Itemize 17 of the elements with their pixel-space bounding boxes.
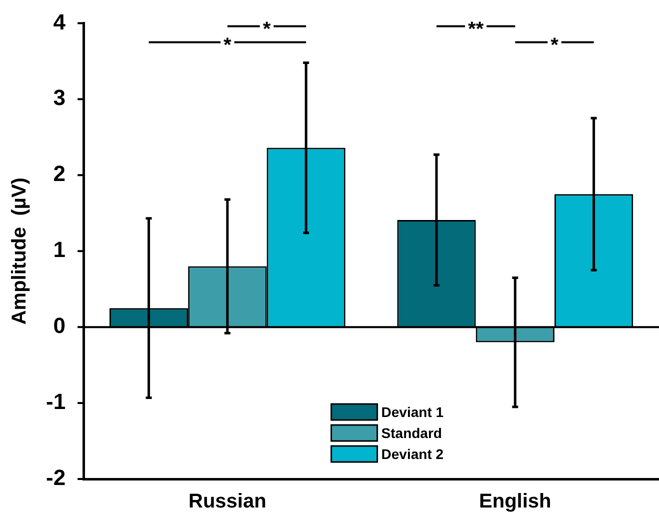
legend-label: Standard (381, 424, 442, 441)
y-tick-label: 1 (53, 237, 66, 262)
y-tick-label: -1 (46, 389, 66, 414)
y-tick-label: 2 (53, 161, 66, 186)
annotation: ** (468, 18, 484, 41)
legend-label: Deviant 2 (381, 446, 444, 462)
annotation: * (224, 34, 232, 57)
annotation: * (550, 34, 559, 57)
x-tick-label: English (479, 490, 552, 513)
x-tick-label: Russian (188, 490, 266, 513)
y-tick-label: 3 (53, 85, 66, 110)
y-axis-title: Amplitude (µV) (8, 178, 31, 325)
y-tick-label: -2 (46, 465, 66, 490)
y-tick-label: 4 (53, 9, 66, 34)
annotation: * (262, 18, 271, 41)
legend-label: Deviant 1 (381, 404, 444, 420)
y-tick-label: 0 (53, 313, 66, 338)
